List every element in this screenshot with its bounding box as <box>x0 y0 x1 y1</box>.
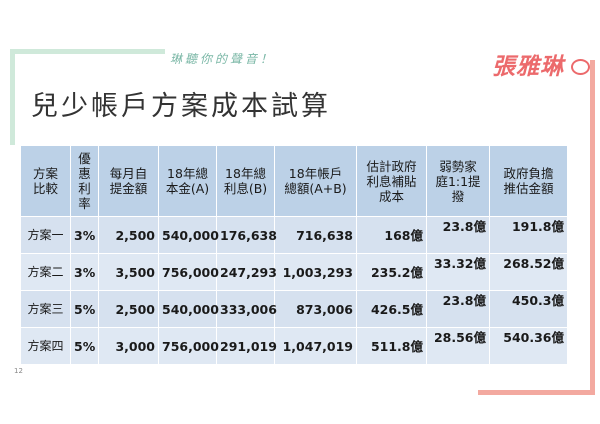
table-cell: 1,003,293 <box>274 253 357 291</box>
table-body: 方案一 3% 2,500 540,000 176,638 716,638 168億 23.8億… <box>20 216 568 365</box>
header-line: 優 <box>78 151 91 166</box>
table-cell: 426.5億 <box>356 290 427 328</box>
header-cell: 18年帳戶 總額(A+B) <box>274 145 357 217</box>
header-line: 弱勢家 <box>439 158 477 174</box>
table-cell: 33.32億 <box>426 253 490 291</box>
table-cell: 756,000 <box>158 253 219 291</box>
header-line: 利息(B) <box>223 181 268 196</box>
header-line: 撥 <box>451 188 465 204</box>
table-cell: 3% <box>70 253 99 291</box>
header-line: 利 <box>78 181 91 196</box>
table-cell: 291,019 <box>216 327 277 365</box>
table-cell: 2,500 <box>98 216 159 254</box>
header-cell: 政府負擔 推估金額 <box>489 145 568 217</box>
header-line: 成本 <box>378 188 404 204</box>
page-title: 兒少帳戶方案成本試算 <box>31 91 331 122</box>
header-cell: 弱勢家 庭1:1提撥 <box>426 145 490 217</box>
table-cell: 450.3億 <box>489 290 568 328</box>
table-cell: 23.8億 <box>426 290 490 328</box>
table-cell: 5% <box>70 327 99 365</box>
plan-label: 方案四 <box>20 327 71 365</box>
green-accent-bar-top <box>10 49 165 54</box>
table-cell: 3,500 <box>98 253 159 291</box>
table-row: 方案一 3% 2,500 540,000 176,638 716,638 168億 23.8億… <box>20 216 568 254</box>
header-cell: 優惠利率 <box>70 145 99 217</box>
red-accent-bar-bottom <box>478 390 595 395</box>
header-cell: 18年總 利息(B) <box>216 145 275 217</box>
table-cell: 168億 <box>356 216 427 254</box>
header-line: 每月自 <box>109 166 148 181</box>
table-cell: 176,638 <box>216 216 277 254</box>
header-cell: 方案 比較 <box>20 145 71 217</box>
table-header-row: 方案 比較 優惠利率 每月自 提金額 18年總 本金(A) 18年總 利息(B) 18年… <box>20 145 568 217</box>
plan-label: 方案三 <box>20 290 71 328</box>
table-cell: 28.56億 <box>426 327 490 365</box>
table-cell: 540,000 <box>158 290 219 328</box>
header-line: 總額(A+B) <box>284 181 347 196</box>
cost-table: 方案 比較 優惠利率 每月自 提金額 18年總 本金(A) 18年總 利息(B) 18年… <box>20 145 568 365</box>
header-line: 推估金額 <box>503 181 554 196</box>
table-cell: 3,000 <box>98 327 159 365</box>
header-line: 18年總 <box>167 166 208 181</box>
table-cell: 191.8億 <box>489 216 568 254</box>
table-cell: 5% <box>70 290 99 328</box>
header-line: 18年總 <box>225 166 266 181</box>
table-cell: 540,000 <box>158 216 219 254</box>
table-row: 方案四 5% 3,000 756,000 291,019 1,047,019 511.8億 2… <box>20 327 568 365</box>
plan-label: 方案二 <box>20 253 71 291</box>
header-line: 本金(A) <box>165 181 210 196</box>
header-line: 庭1:1提 <box>435 173 481 189</box>
table-cell: 333,006 <box>216 290 277 328</box>
header-line: 率 <box>78 196 91 211</box>
table-cell: 716,638 <box>274 216 357 254</box>
header-cell: 估計政府 利息補貼 成本 <box>356 145 427 217</box>
header-cell: 18年總 本金(A) <box>158 145 217 217</box>
header-line: 估計政府 <box>366 158 417 174</box>
table-cell: 247,293 <box>216 253 277 291</box>
header-line: 18年帳戶 <box>288 166 343 181</box>
table-row: 方案二 3% 3,500 756,000 247,293 1,003,293 235.2億 3… <box>20 253 568 291</box>
table-cell: 756,000 <box>158 327 219 365</box>
plan-label: 方案一 <box>20 216 71 254</box>
table-cell: 23.8億 <box>426 216 490 254</box>
table-cell: 873,006 <box>274 290 357 328</box>
smile-icon <box>571 59 590 75</box>
table-cell: 2,500 <box>98 290 159 328</box>
header-cell: 每月自 提金額 <box>98 145 159 217</box>
logo: 張雅琳 <box>492 54 564 80</box>
table-cell: 540.36億 <box>489 327 568 365</box>
header-line: 惠 <box>78 166 91 181</box>
green-accent-bar-left <box>10 49 15 145</box>
table-cell: 235.2億 <box>356 253 427 291</box>
header-line: 利息補貼 <box>366 173 417 189</box>
slogan: 琳聽你的聲音！ <box>170 52 276 66</box>
page-number: 12 <box>14 367 23 375</box>
table-cell: 3% <box>70 216 99 254</box>
table-cell: 511.8億 <box>356 327 427 365</box>
table-row: 方案三 5% 2,500 540,000 333,006 873,006 426.5億 23.… <box>20 290 568 328</box>
header-line: 政府負擔 <box>503 166 554 181</box>
header-line: 提金額 <box>109 181 148 196</box>
red-accent-bar-right <box>590 60 595 395</box>
header-line: 比較 <box>32 181 58 196</box>
table-cell: 268.52億 <box>489 253 568 291</box>
header-line: 方案 <box>32 166 58 181</box>
table-cell: 1,047,019 <box>274 327 357 365</box>
